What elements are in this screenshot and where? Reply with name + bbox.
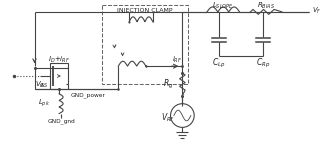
Text: $i_{RF}$: $i_{RF}$ [172,55,182,65]
Text: INJECTION CLAMP: INJECTION CLAMP [117,8,173,13]
Text: $V_{RF}$: $V_{RF}$ [161,111,175,124]
Text: $V_{GS}$: $V_{GS}$ [35,80,48,90]
Bar [101,5,188,84]
Bar [50,63,68,89]
Text: $L_{SLOPE}$: $L_{SLOPE}$ [213,1,234,11]
Text: $R_{BIAS}$: $R_{BIAS}$ [257,1,275,11]
Text: $R_g$: $R_g$ [163,78,173,91]
Text: $I_D$+$i_{RF}$: $I_D$+$i_{RF}$ [48,55,70,65]
Text: GND_power: GND_power [71,92,106,98]
Text: $V_F$: $V_F$ [312,6,322,16]
Text: $L_{pk}$: $L_{pk}$ [38,98,50,110]
Text: $C_{Lp}$: $C_{Lp}$ [212,57,225,70]
Text: GND_gnd: GND_gnd [47,119,75,124]
Text: $C_{Rp}$: $C_{Rp}$ [256,57,270,70]
